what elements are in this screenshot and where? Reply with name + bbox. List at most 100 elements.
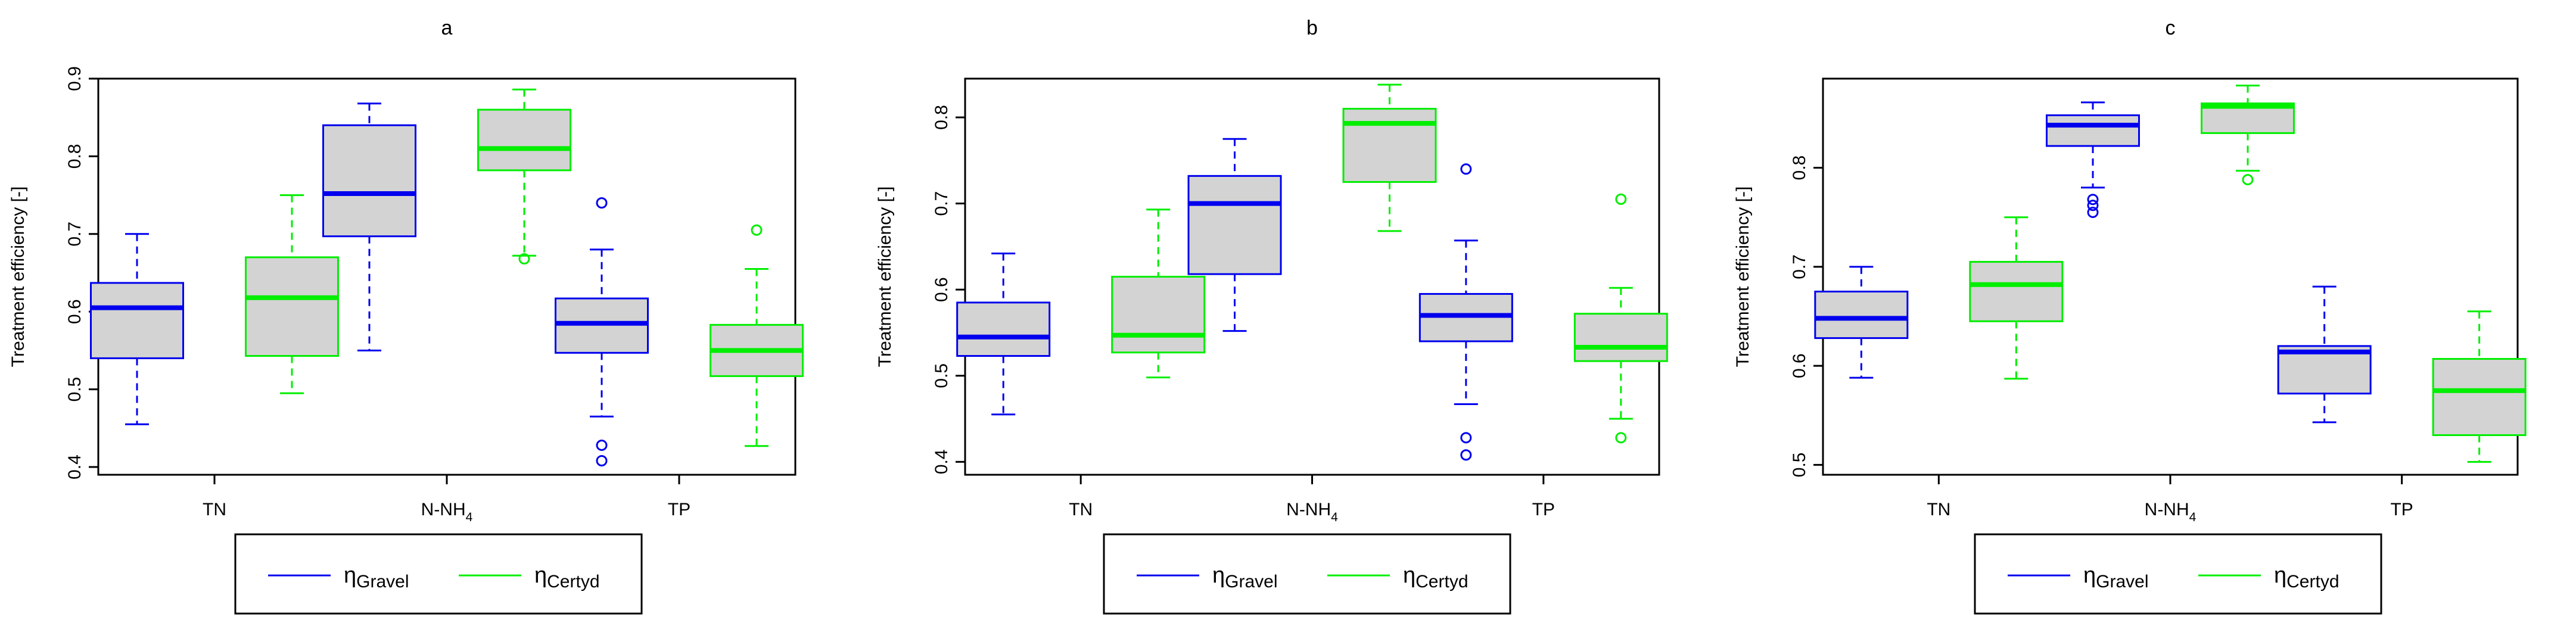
box-certyd-0 <box>245 194 339 394</box>
legend-label-certyd: ηCertyd <box>534 563 600 592</box>
x-tick-label-main: N-NH <box>1286 500 1331 519</box>
box-body <box>245 256 339 357</box>
outlier-point <box>2087 206 2099 218</box>
box-body <box>1187 175 1282 275</box>
plot-frame <box>1822 77 2519 476</box>
outlier-point <box>596 439 608 451</box>
legend-subscript: Gravel <box>356 572 409 592</box>
legend-box <box>1974 533 2382 615</box>
x-tick-label: N-NH4 <box>2145 500 2197 524</box>
legend-box <box>1103 533 1511 615</box>
x-tick-label-subscript: 4 <box>466 511 473 524</box>
x-tick-label: TP <box>1532 500 1555 519</box>
box-certyd-0 <box>1969 216 2064 380</box>
legend-eta-symbol: η <box>2274 563 2286 588</box>
y-tick-label: 0.7 <box>932 191 951 216</box>
box-certyd-0 <box>1111 208 1206 379</box>
chart-title: b <box>1306 17 1318 39</box>
legend-label-certyd: ηCertyd <box>2274 563 2339 592</box>
y-tick-label: 0.7 <box>1790 254 1809 279</box>
box-certyd-2 <box>710 224 804 447</box>
x-tick-label-main: TN <box>1927 500 1950 519</box>
box-body <box>956 301 1051 357</box>
box-gravel-1 <box>2046 101 2140 218</box>
chart-panel-b: b Treatment efficiency [-] 0.4 0.5 0.6 0.7 0.8… <box>875 17 1668 615</box>
x-tick-label-main: N-NH <box>2145 500 2189 519</box>
outlier-point <box>518 253 530 265</box>
legend-label-certyd: ηCertyd <box>1403 563 1469 592</box>
x-tick-label-main: TP <box>2390 500 2413 519</box>
legend-label-gravel: ηGravel <box>2083 563 2149 592</box>
x-tick-label: N-NH4 <box>1286 500 1338 524</box>
legend-eta-symbol: η <box>2083 563 2096 588</box>
chart-panel-c: c Treatment efficiency [-] 0.5 0.6 0.7 0.8 TN N… <box>1733 17 2527 615</box>
legend-subscript: Certyd <box>547 572 599 592</box>
outlier-point <box>2087 194 2099 206</box>
legend-subscript: Gravel <box>2096 572 2148 592</box>
y-tick-label: 0.5 <box>65 377 85 402</box>
box-gravel-0 <box>90 233 184 425</box>
box-gravel-2 <box>555 197 649 467</box>
box-gravel-0 <box>956 252 1051 416</box>
legend: ηGravel ηCertyd <box>234 533 643 615</box>
outlier-point <box>596 455 608 467</box>
box-certyd-2 <box>2432 310 2527 463</box>
box-body <box>90 282 184 359</box>
box-body <box>477 108 571 172</box>
y-tick-label: 0.4 <box>932 449 951 474</box>
box-body <box>2432 357 2527 436</box>
x-tick-label: TN <box>1069 500 1093 519</box>
y-tick-label: 0.8 <box>932 105 951 130</box>
legend-subscript: Certyd <box>2286 572 2339 592</box>
chart-title: c <box>2166 17 2176 39</box>
x-tick-label: TP <box>668 500 690 519</box>
box-body <box>1969 261 2064 322</box>
y-tick-label: 0.8 <box>65 144 85 169</box>
box-body <box>1573 313 1668 362</box>
box-certyd-1 <box>1342 83 1437 232</box>
x-tick-label: N-NH4 <box>421 500 473 524</box>
x-tick-label-main: TP <box>1532 500 1555 519</box>
y-tick-label: 0.6 <box>65 299 85 324</box>
y-axis-label: Treatment efficiency [-] <box>8 186 28 367</box>
box-gravel-0 <box>1814 266 1909 379</box>
outlier-point <box>596 197 608 209</box>
y-tick-label: 0.4 <box>65 455 85 480</box>
box-certyd-2 <box>1573 193 1668 444</box>
box-body <box>322 124 416 238</box>
x-tick-label: TN <box>1927 500 1950 519</box>
box-gravel-2 <box>1418 163 1513 461</box>
y-tick-label: 0.5 <box>932 363 951 388</box>
box-body <box>1111 276 1206 354</box>
y-axis-label: Treatment efficiency [-] <box>1733 186 1753 367</box>
legend-eta-symbol: η <box>1403 563 1415 588</box>
box-body <box>1814 290 1909 340</box>
y-tick-label: 0.8 <box>1790 155 1809 180</box>
outlier-point <box>1460 432 1472 444</box>
outlier-point <box>2087 200 2099 211</box>
outlier-point <box>1460 163 1472 175</box>
legend: ηGravel ηCertyd <box>1103 533 1511 615</box>
x-tick-label: TN <box>203 500 226 519</box>
outlier-point <box>1615 432 1627 444</box>
x-tick-label-main: TP <box>668 500 690 519</box>
x-tick-label-subscript: 4 <box>1331 511 1338 524</box>
legend: ηGravel ηCertyd <box>1974 533 2382 615</box>
box-gravel-2 <box>2277 285 2372 424</box>
outlier-point <box>751 224 763 236</box>
outlier-point <box>2242 174 2254 186</box>
legend-subscript: Certyd <box>1415 572 1468 592</box>
y-tick-label: 0.6 <box>932 277 951 302</box>
box-gravel-1 <box>322 102 416 351</box>
box-body <box>2046 114 2140 147</box>
legend-box <box>234 533 643 615</box>
legend-eta-symbol: η <box>1212 563 1225 588</box>
plot-frame <box>97 77 797 476</box>
y-tick-label: 0.6 <box>1790 353 1809 378</box>
x-tick-label-subscript: 4 <box>2189 511 2197 524</box>
box-gravel-1 <box>1187 138 1282 332</box>
y-tick-label: 0.7 <box>65 222 85 247</box>
outlier-point <box>1460 449 1472 461</box>
x-tick-label: TP <box>2390 500 2413 519</box>
